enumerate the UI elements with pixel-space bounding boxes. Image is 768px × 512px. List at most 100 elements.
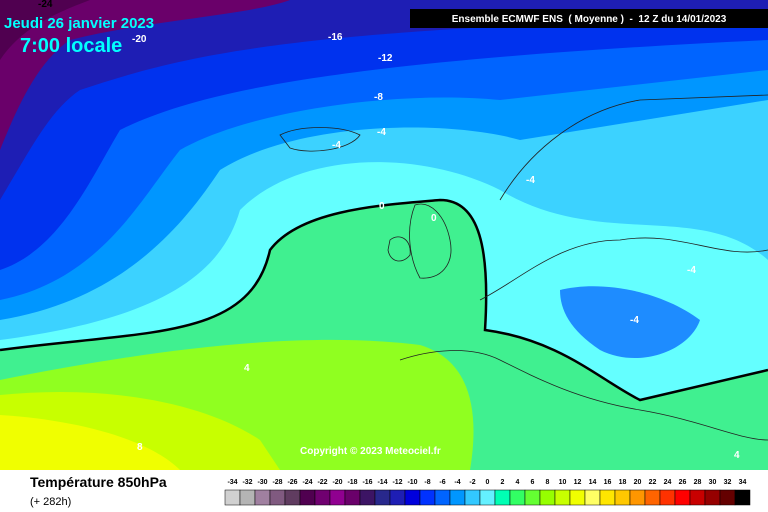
legend-swatch (599, 489, 616, 506)
legend-label: -2 (469, 479, 475, 486)
lead-time: (+ 282h) (30, 496, 71, 508)
contour-label: 0 (431, 213, 437, 224)
legend-swatch (464, 489, 481, 506)
legend-label: 12 (574, 479, 582, 486)
legend-label: 20 (634, 479, 642, 486)
legend-swatch (329, 489, 346, 506)
legend-swatch (674, 489, 691, 506)
legend-swatch (389, 489, 406, 506)
forecast-time: 7:00 locale (20, 35, 122, 57)
legend-label: -26 (287, 479, 297, 486)
legend: -34 -32 -30 -28 -26 -24 -22 -20 -18 -16 -14 -12 -10-… (224, 479, 751, 506)
legend-swatch (614, 489, 631, 506)
legend-swatch (479, 489, 496, 506)
legend-label: 30 (709, 479, 717, 486)
legend-swatch (344, 489, 361, 506)
legend-label: -16 (362, 479, 372, 486)
contour-label: -16 (328, 32, 343, 43)
legend-swatch (224, 489, 241, 506)
legend-label: -24 (302, 479, 312, 486)
legend-label: -12 (392, 479, 402, 486)
legend-swatch (569, 489, 586, 506)
band-m12 (0, 0, 768, 270)
contour-label: -4 (526, 175, 535, 186)
forecast-date: Jeudi 26 janvier 2023 (4, 15, 154, 32)
legend-swatch (359, 489, 376, 506)
legend-swatch (659, 489, 676, 506)
legend-swatch (449, 489, 466, 506)
legend-label: 14 (589, 479, 597, 486)
legend-label: -10 (407, 479, 417, 486)
legend-label: 4 (516, 479, 520, 486)
legend-swatch (239, 489, 256, 506)
band-m16 (0, 0, 768, 200)
legend-swatch (269, 489, 286, 506)
legend-swatch (494, 489, 511, 506)
legend-label: 26 (679, 479, 687, 486)
contour-label: -20 (132, 34, 147, 45)
legend-label: -28 (272, 479, 282, 486)
legend-label: 2 (501, 479, 505, 486)
legend-label: 22 (649, 479, 657, 486)
legend-swatch (434, 489, 451, 506)
legend-swatch (314, 489, 331, 506)
contour-label: -24 (38, 0, 53, 10)
legend-swatch (554, 489, 571, 506)
run-banner (410, 9, 768, 28)
legend-swatch (524, 489, 541, 506)
contour-label: -4 (332, 140, 341, 151)
legend-label: 34 (739, 479, 747, 486)
legend-label: 32 (724, 479, 732, 486)
legend-swatch (404, 489, 421, 506)
legend-label: -30 (257, 479, 267, 486)
contour-label: -4 (630, 315, 639, 326)
variable-title: Température 850hPa (30, 474, 167, 490)
legend-swatch (254, 489, 271, 506)
legend-swatch (719, 489, 736, 506)
contour-labels: -24 -20 -16 -12 -8 -4 -4 0 0 -4 -4 -4 4 … (38, 0, 740, 461)
legend-label: 18 (619, 479, 627, 486)
legend-label: -6 (439, 479, 445, 486)
legend-label: -22 (317, 479, 327, 486)
contour-label: 4 (244, 363, 250, 374)
legend-label: 24 (664, 479, 672, 486)
contour-label: 4 (734, 450, 740, 461)
contour-label: -8 (374, 92, 383, 103)
legend-label: -34 (227, 479, 237, 486)
legend-label: 6 (531, 479, 535, 486)
legend-swatch (704, 489, 721, 506)
copyright: Copyright © 2023 Meteociel.fr (300, 446, 441, 457)
band-m24 (0, 0, 90, 60)
band-m20 (0, 0, 290, 150)
legend-label: 16 (604, 479, 612, 486)
legend-label: -20 (332, 479, 342, 486)
legend-label: -14 (377, 479, 387, 486)
legend-swatch (584, 489, 601, 506)
legend-swatch (539, 489, 556, 506)
legend-swatch (689, 489, 706, 506)
legend-label: 0 (486, 479, 490, 486)
map (0, 0, 768, 470)
band-10 (0, 415, 180, 470)
coastlines (279, 94, 768, 441)
legend-label: -32 (242, 479, 252, 486)
contour-label: -12 (378, 53, 393, 64)
legend-label: -4 (454, 479, 460, 486)
legend-swatch (374, 489, 391, 506)
contour-label: -4 (687, 265, 696, 276)
legend-swatch (284, 489, 301, 506)
legend-swatch (629, 489, 646, 506)
legend-label: -8 (424, 479, 430, 486)
legend-label: 10 (559, 479, 567, 486)
legend-swatch (299, 489, 316, 506)
contour-label: 0 (379, 201, 385, 212)
legend-label: 28 (694, 479, 702, 486)
legend-swatch (509, 489, 526, 506)
legend-label: -18 (347, 479, 357, 486)
run-info: Ensemble ECMWF ENS ( Moyenne ) - 12 Z du… (452, 14, 727, 25)
legend-swatch (644, 489, 661, 506)
contour-label: 8 (137, 442, 143, 453)
legend-swatch (734, 489, 751, 506)
legend-label: 8 (546, 479, 550, 486)
